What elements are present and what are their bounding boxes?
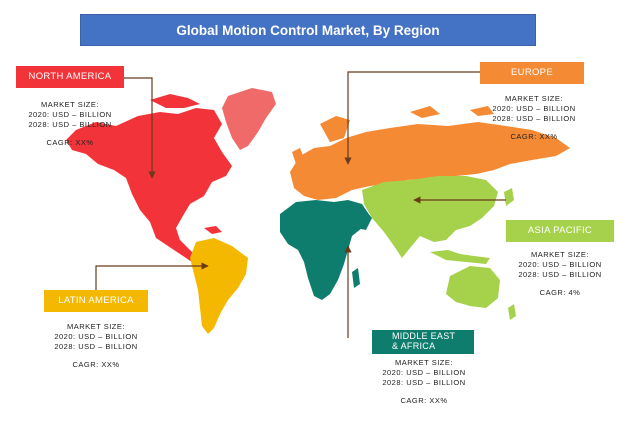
latin-america-size-2020: 2020: USD – BILLION <box>54 332 138 341</box>
north-america-market-size-label: MARKET SIZE: <box>41 100 99 109</box>
middle-east-africa-market-size-label: MARKET SIZE: <box>395 358 453 367</box>
north-america-pointer <box>124 77 156 179</box>
europe-cagr: CAGR: XX% <box>510 132 558 141</box>
europe-info: MARKET SIZE: 2020: USD – BILLION 2028: U… <box>484 94 584 142</box>
asia-pacific-info: MARKET SIZE: 2020: USD – BILLION 2028: U… <box>510 250 610 298</box>
latin-america-pointer <box>95 262 209 290</box>
north-america-info: MARKET SIZE: 2020: USD – BILLION 2028: U… <box>20 100 120 148</box>
asia-pacific-size-2028: 2028: USD – BILLION <box>518 270 602 279</box>
latin-america-label-box: LATIN AMERICA <box>44 290 148 312</box>
middle-east-africa-info: MARKET SIZE: 2020: USD – BILLION 2028: U… <box>372 358 476 406</box>
asia-pacific-shape <box>362 176 498 258</box>
arctic-islands-shape <box>150 94 200 108</box>
latin-america-market-size-label: MARKET SIZE: <box>67 322 125 331</box>
asia-pacific-size-2020: 2020: USD – BILLION <box>518 260 602 269</box>
middle-east-africa-label-box: MIDDLE EAST & AFRICA <box>372 330 474 354</box>
middle-east-africa-size-2028: 2028: USD – BILLION <box>382 378 466 387</box>
arctic-russia-islands-shape <box>410 106 494 118</box>
europe-label-box: EUROPE <box>480 62 584 84</box>
europe-size-2020: 2020: USD – BILLION <box>492 104 576 113</box>
north-america-size-2028: 2028: USD – BILLION <box>28 120 112 129</box>
europe-pointer <box>344 71 480 165</box>
north-america-size-2020: 2020: USD – BILLION <box>28 110 112 119</box>
europe-size-2028: 2028: USD – BILLION <box>492 114 576 123</box>
new-zealand-shape <box>508 304 516 320</box>
europe-label: EUROPE <box>511 66 553 78</box>
north-america-cagr: CAGR: XX% <box>46 138 94 147</box>
asia-pacific-label-box: ASIA PACIFIC <box>506 220 614 242</box>
arabian-peninsula-shape <box>346 204 372 230</box>
asia-pacific-cagr: CAGR: 4% <box>539 288 581 297</box>
japan-shape <box>504 188 514 206</box>
latin-america-size-2028: 2028: USD – BILLION <box>54 342 138 351</box>
caribbean-shape <box>204 226 222 234</box>
asia-pacific-label: ASIA PACIFIC <box>527 224 593 236</box>
latin-america-label: LATIN AMERICA <box>58 294 134 306</box>
north-america-shape <box>66 108 232 262</box>
uk-shape <box>292 148 304 164</box>
north-america-label: NORTH AMERICA <box>28 70 112 82</box>
map-title: Global Motion Control Market, By Region <box>80 14 536 46</box>
middle-east-africa-label-line1: MIDDLE EAST <box>392 331 456 342</box>
asia-pacific-market-size-label: MARKET SIZE: <box>531 250 589 259</box>
europe-market-size-label: MARKET SIZE: <box>505 94 563 103</box>
scandinavia-shape <box>320 116 350 142</box>
middle-east-africa-cagr: CAGR: XX% <box>400 396 448 405</box>
middle-east-africa-shape <box>280 200 370 300</box>
latin-america-info: MARKET SIZE: 2020: USD – BILLION 2028: U… <box>46 322 146 370</box>
latin-america-cagr: CAGR: XX% <box>72 360 120 369</box>
middle-east-africa-size-2020: 2020: USD – BILLION <box>382 368 466 377</box>
latin-america-shape <box>190 238 248 334</box>
europe-shape <box>290 122 570 200</box>
greenland-shape <box>222 88 276 150</box>
north-america-label-box: NORTH AMERICA <box>16 66 124 88</box>
middle-east-africa-label-line2: & AFRICA <box>392 341 436 351</box>
indonesia-shape <box>430 250 490 264</box>
madagascar-shape <box>352 268 360 288</box>
australia-shape <box>446 266 500 308</box>
